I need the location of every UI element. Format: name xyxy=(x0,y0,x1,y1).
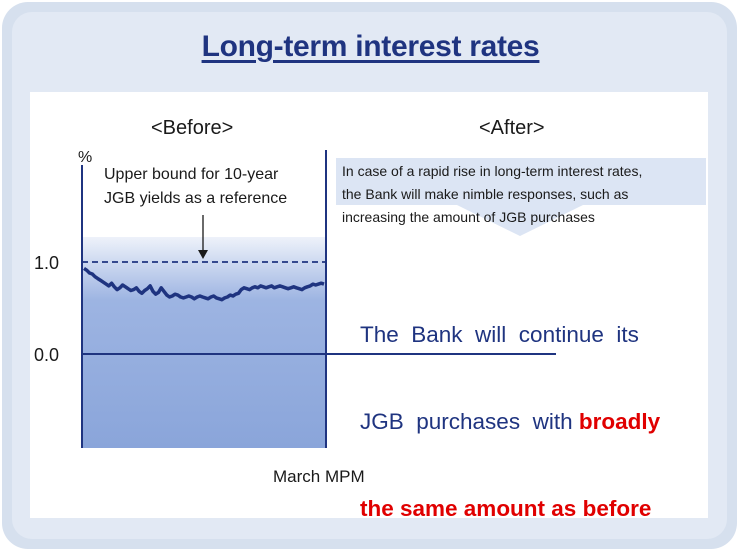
continue-text: JGB purchases with xyxy=(360,409,573,434)
after-note: In case of a rapid rise in long-term int… xyxy=(342,160,642,229)
upper-bound-note: Upper bound for 10-year JGB yields as a … xyxy=(104,163,287,211)
y-tick-label: 0.0 xyxy=(34,345,59,365)
after-heading: <After> xyxy=(479,117,545,139)
before-area-fill xyxy=(82,237,326,448)
continue-line-2: JGB purchases with broadly xyxy=(360,407,660,436)
y-tick-label: 1.0 xyxy=(34,253,59,273)
after-note-line: increasing the amount of JGB purchases xyxy=(342,209,595,225)
highlight-text-line: the same amount as before xyxy=(360,496,652,521)
after-note-line: the Bank will make nimble responses, suc… xyxy=(342,186,629,202)
slide-title: Long-term interest rates xyxy=(201,30,540,63)
highlight-text: broadly xyxy=(578,409,661,434)
jgb-yield-line xyxy=(83,266,325,302)
upper-bound-note-line: Upper bound for 10-year xyxy=(104,166,279,183)
y-axis-unit: % xyxy=(78,149,92,166)
continue-statement: The Bank will continue its JGB purchases… xyxy=(360,262,660,552)
upper-bound-note-line: JGB yields as a reference xyxy=(104,190,288,207)
after-note-line: In case of a rapid rise in long-term int… xyxy=(342,163,643,179)
continue-line: The Bank will continue its xyxy=(360,322,639,347)
x-axis-label: March MPM xyxy=(273,467,365,486)
after-response-arrow xyxy=(336,158,706,236)
upper-bound-arrow-head xyxy=(198,250,208,259)
before-heading: <Before> xyxy=(151,117,234,139)
